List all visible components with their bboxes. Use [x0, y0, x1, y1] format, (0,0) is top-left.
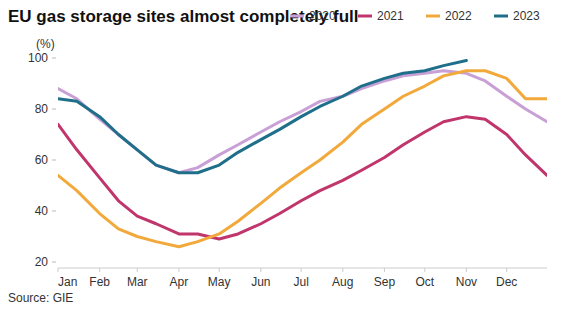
x-tick: [260, 268, 261, 272]
y-tick: [52, 58, 56, 59]
legend-swatch: [494, 15, 508, 18]
x-tick: [384, 268, 385, 272]
x-tick-label: Dec: [496, 275, 517, 289]
x-tick-label: Jul: [293, 275, 308, 289]
x-axis-line: [58, 268, 547, 269]
x-tick: [99, 268, 100, 272]
legend-swatch: [290, 15, 304, 18]
series-line: [58, 71, 547, 173]
y-tick: [52, 211, 56, 212]
chart-root: EU gas storage sites almost completely f…: [0, 0, 571, 313]
y-tick-label: 40: [35, 204, 49, 218]
x-tick: [58, 268, 59, 272]
y-tick-label: 100: [28, 51, 48, 65]
x-tick: [342, 268, 343, 272]
x-tick-label: May: [208, 275, 231, 289]
legend-swatch: [358, 15, 372, 18]
y-tick-label: 20: [35, 255, 49, 269]
x-tick: [466, 268, 467, 272]
x-tick-label: Oct: [415, 275, 434, 289]
legend-label: 2021: [377, 9, 404, 23]
y-tick-label: 60: [35, 153, 49, 167]
x-tick: [506, 268, 507, 272]
legend-label: 2020: [309, 9, 336, 23]
x-tick: [137, 268, 138, 272]
legend-swatch: [426, 15, 440, 18]
y-tick: [52, 109, 56, 110]
y-axis-label: (%): [36, 37, 55, 51]
x-tick-label: Mar: [127, 275, 148, 289]
x-tick-label: Apr: [170, 275, 189, 289]
x-tick-label: Nov: [456, 275, 477, 289]
series-line: [58, 71, 547, 247]
y-tick-label: 80: [35, 102, 49, 116]
x-tick-label: Aug: [332, 275, 353, 289]
legend-label: 2023: [513, 9, 540, 23]
x-tick: [301, 268, 302, 272]
series-line: [58, 117, 547, 239]
x-tick-label: Sep: [374, 275, 396, 289]
plot-area: [58, 61, 547, 247]
title: EU gas storage sites almost completely f…: [8, 7, 359, 26]
x-tick-label: Feb: [89, 275, 110, 289]
x-tick-label: Jan: [58, 275, 77, 289]
source: Source: GIE: [8, 291, 73, 305]
y-tick: [52, 262, 56, 263]
series-line: [58, 61, 466, 173]
x-tick: [219, 268, 220, 272]
legend-label: 2022: [445, 9, 472, 23]
y-tick: [52, 160, 56, 161]
x-tick: [178, 268, 179, 272]
x-tick-label: Jun: [251, 275, 270, 289]
x-tick: [424, 268, 425, 272]
chart-svg: EU gas storage sites almost completely f…: [0, 0, 571, 313]
